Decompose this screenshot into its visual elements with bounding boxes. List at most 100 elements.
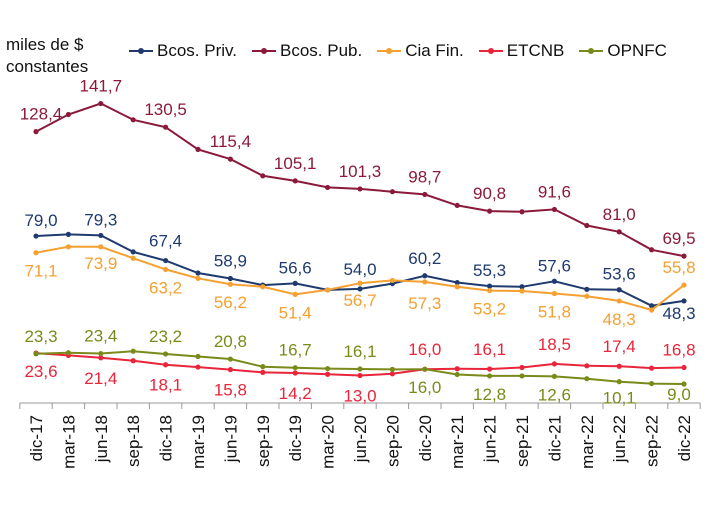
y-axis-label-line-1: miles de $ bbox=[6, 35, 84, 54]
data-label: 23,4 bbox=[84, 327, 117, 346]
legend-item-cia-fin: Cia Fin. bbox=[376, 41, 464, 61]
data-label: 56,7 bbox=[343, 291, 376, 310]
data-label: 9,0 bbox=[667, 385, 691, 404]
data-point bbox=[292, 370, 298, 376]
data-point bbox=[195, 364, 201, 370]
data-label: 23,6 bbox=[24, 362, 57, 381]
data-label: 12,8 bbox=[473, 385, 506, 404]
data-point bbox=[260, 173, 266, 179]
data-point bbox=[389, 277, 395, 284]
data-point bbox=[98, 232, 104, 239]
data-label: 16,8 bbox=[662, 340, 695, 359]
legend-label-bcos-priv: Bcos. Priv. bbox=[157, 41, 237, 60]
data-point bbox=[519, 284, 525, 290]
data-point bbox=[551, 361, 558, 367]
data-point bbox=[195, 270, 201, 276]
data-label: 71,1 bbox=[24, 262, 57, 281]
data-point bbox=[33, 250, 39, 256]
chart-legend: Bcos. Priv. Bcos. Pub. Cia Fin. ETCNB OP… bbox=[128, 40, 681, 62]
data-label: 81,0 bbox=[603, 205, 636, 224]
data-label: 56,2 bbox=[214, 293, 247, 312]
data-point bbox=[65, 244, 71, 250]
data-point bbox=[98, 355, 104, 361]
data-point bbox=[325, 287, 331, 293]
legend-label-opnfc: OPNFC bbox=[607, 41, 667, 60]
data-point bbox=[487, 366, 493, 372]
data-label: 23,3 bbox=[24, 327, 57, 346]
data-point bbox=[65, 231, 71, 237]
data-point bbox=[389, 366, 395, 372]
x-tick-label: dic-17 bbox=[27, 415, 46, 461]
legend-swatch-bcos-priv bbox=[129, 48, 153, 54]
data-point bbox=[454, 279, 460, 286]
x-tick-label: sep-18 bbox=[124, 415, 143, 467]
x-tick-label: sep-21 bbox=[513, 415, 532, 467]
data-point bbox=[584, 293, 590, 299]
legend-item-bcos-priv: Bcos. Priv. bbox=[128, 41, 237, 61]
data-point bbox=[487, 373, 493, 379]
data-point bbox=[227, 281, 233, 287]
data-point bbox=[98, 100, 104, 107]
data-point bbox=[98, 350, 104, 357]
data-label: 51,8 bbox=[538, 303, 571, 322]
data-point bbox=[130, 249, 136, 255]
data-point bbox=[681, 298, 687, 304]
x-tick-label: jun-19 bbox=[221, 415, 240, 463]
x-tick-label: sep-22 bbox=[643, 415, 662, 467]
data-label: 18,5 bbox=[538, 335, 571, 354]
x-tick-label: sep-20 bbox=[383, 415, 402, 467]
data-point bbox=[519, 288, 525, 294]
data-point bbox=[551, 278, 558, 284]
data-label: 16,1 bbox=[343, 342, 376, 361]
legend-label-bcos-pub: Bcos. Pub. bbox=[279, 41, 363, 60]
data-label: 16,1 bbox=[473, 340, 506, 359]
data-label: 17,4 bbox=[603, 337, 636, 356]
data-point bbox=[130, 117, 136, 123]
data-point bbox=[195, 146, 201, 152]
data-point bbox=[195, 353, 201, 360]
data-label: 69,5 bbox=[662, 229, 695, 248]
data-point bbox=[357, 372, 363, 379]
x-tick-label: dic-18 bbox=[157, 415, 176, 461]
data-point bbox=[292, 291, 298, 297]
data-label: 105,1 bbox=[274, 154, 317, 173]
legend-item-bcos-pub: Bcos. Pub. bbox=[251, 41, 362, 61]
data-point bbox=[163, 266, 169, 273]
data-point bbox=[519, 373, 525, 379]
data-label: 90,8 bbox=[473, 184, 506, 203]
data-point bbox=[487, 283, 493, 289]
data-point bbox=[487, 208, 493, 214]
legend-item-etcnb: ETCNB bbox=[478, 41, 564, 61]
data-point bbox=[130, 255, 136, 261]
data-label: 53,2 bbox=[473, 300, 506, 319]
data-point bbox=[454, 284, 460, 290]
data-point bbox=[649, 303, 655, 309]
data-label: 55,8 bbox=[662, 258, 695, 277]
x-tick-label: dic-22 bbox=[675, 415, 694, 461]
data-point bbox=[389, 371, 395, 377]
data-label: 53,6 bbox=[603, 265, 636, 284]
data-point bbox=[292, 178, 298, 184]
data-label: 16,0 bbox=[408, 340, 441, 359]
data-point bbox=[65, 111, 71, 118]
data-point bbox=[616, 287, 622, 293]
data-point bbox=[551, 373, 558, 379]
data-point bbox=[681, 364, 687, 371]
legend-swatch-opnfc bbox=[579, 48, 604, 54]
data-point bbox=[681, 381, 687, 387]
data-point bbox=[519, 364, 525, 371]
data-point bbox=[260, 364, 266, 370]
data-label: 23,2 bbox=[149, 327, 182, 346]
data-point bbox=[292, 280, 298, 286]
data-label: 58,9 bbox=[214, 252, 247, 271]
data-point bbox=[65, 350, 71, 356]
data-label: 141,7 bbox=[80, 77, 123, 96]
data-label: 14,2 bbox=[279, 384, 312, 403]
data-point bbox=[551, 290, 558, 297]
data-point bbox=[616, 298, 622, 304]
x-tick-label: mar-21 bbox=[448, 415, 467, 469]
data-label: 79,3 bbox=[84, 210, 117, 229]
data-point bbox=[389, 189, 395, 195]
data-point bbox=[195, 275, 201, 281]
